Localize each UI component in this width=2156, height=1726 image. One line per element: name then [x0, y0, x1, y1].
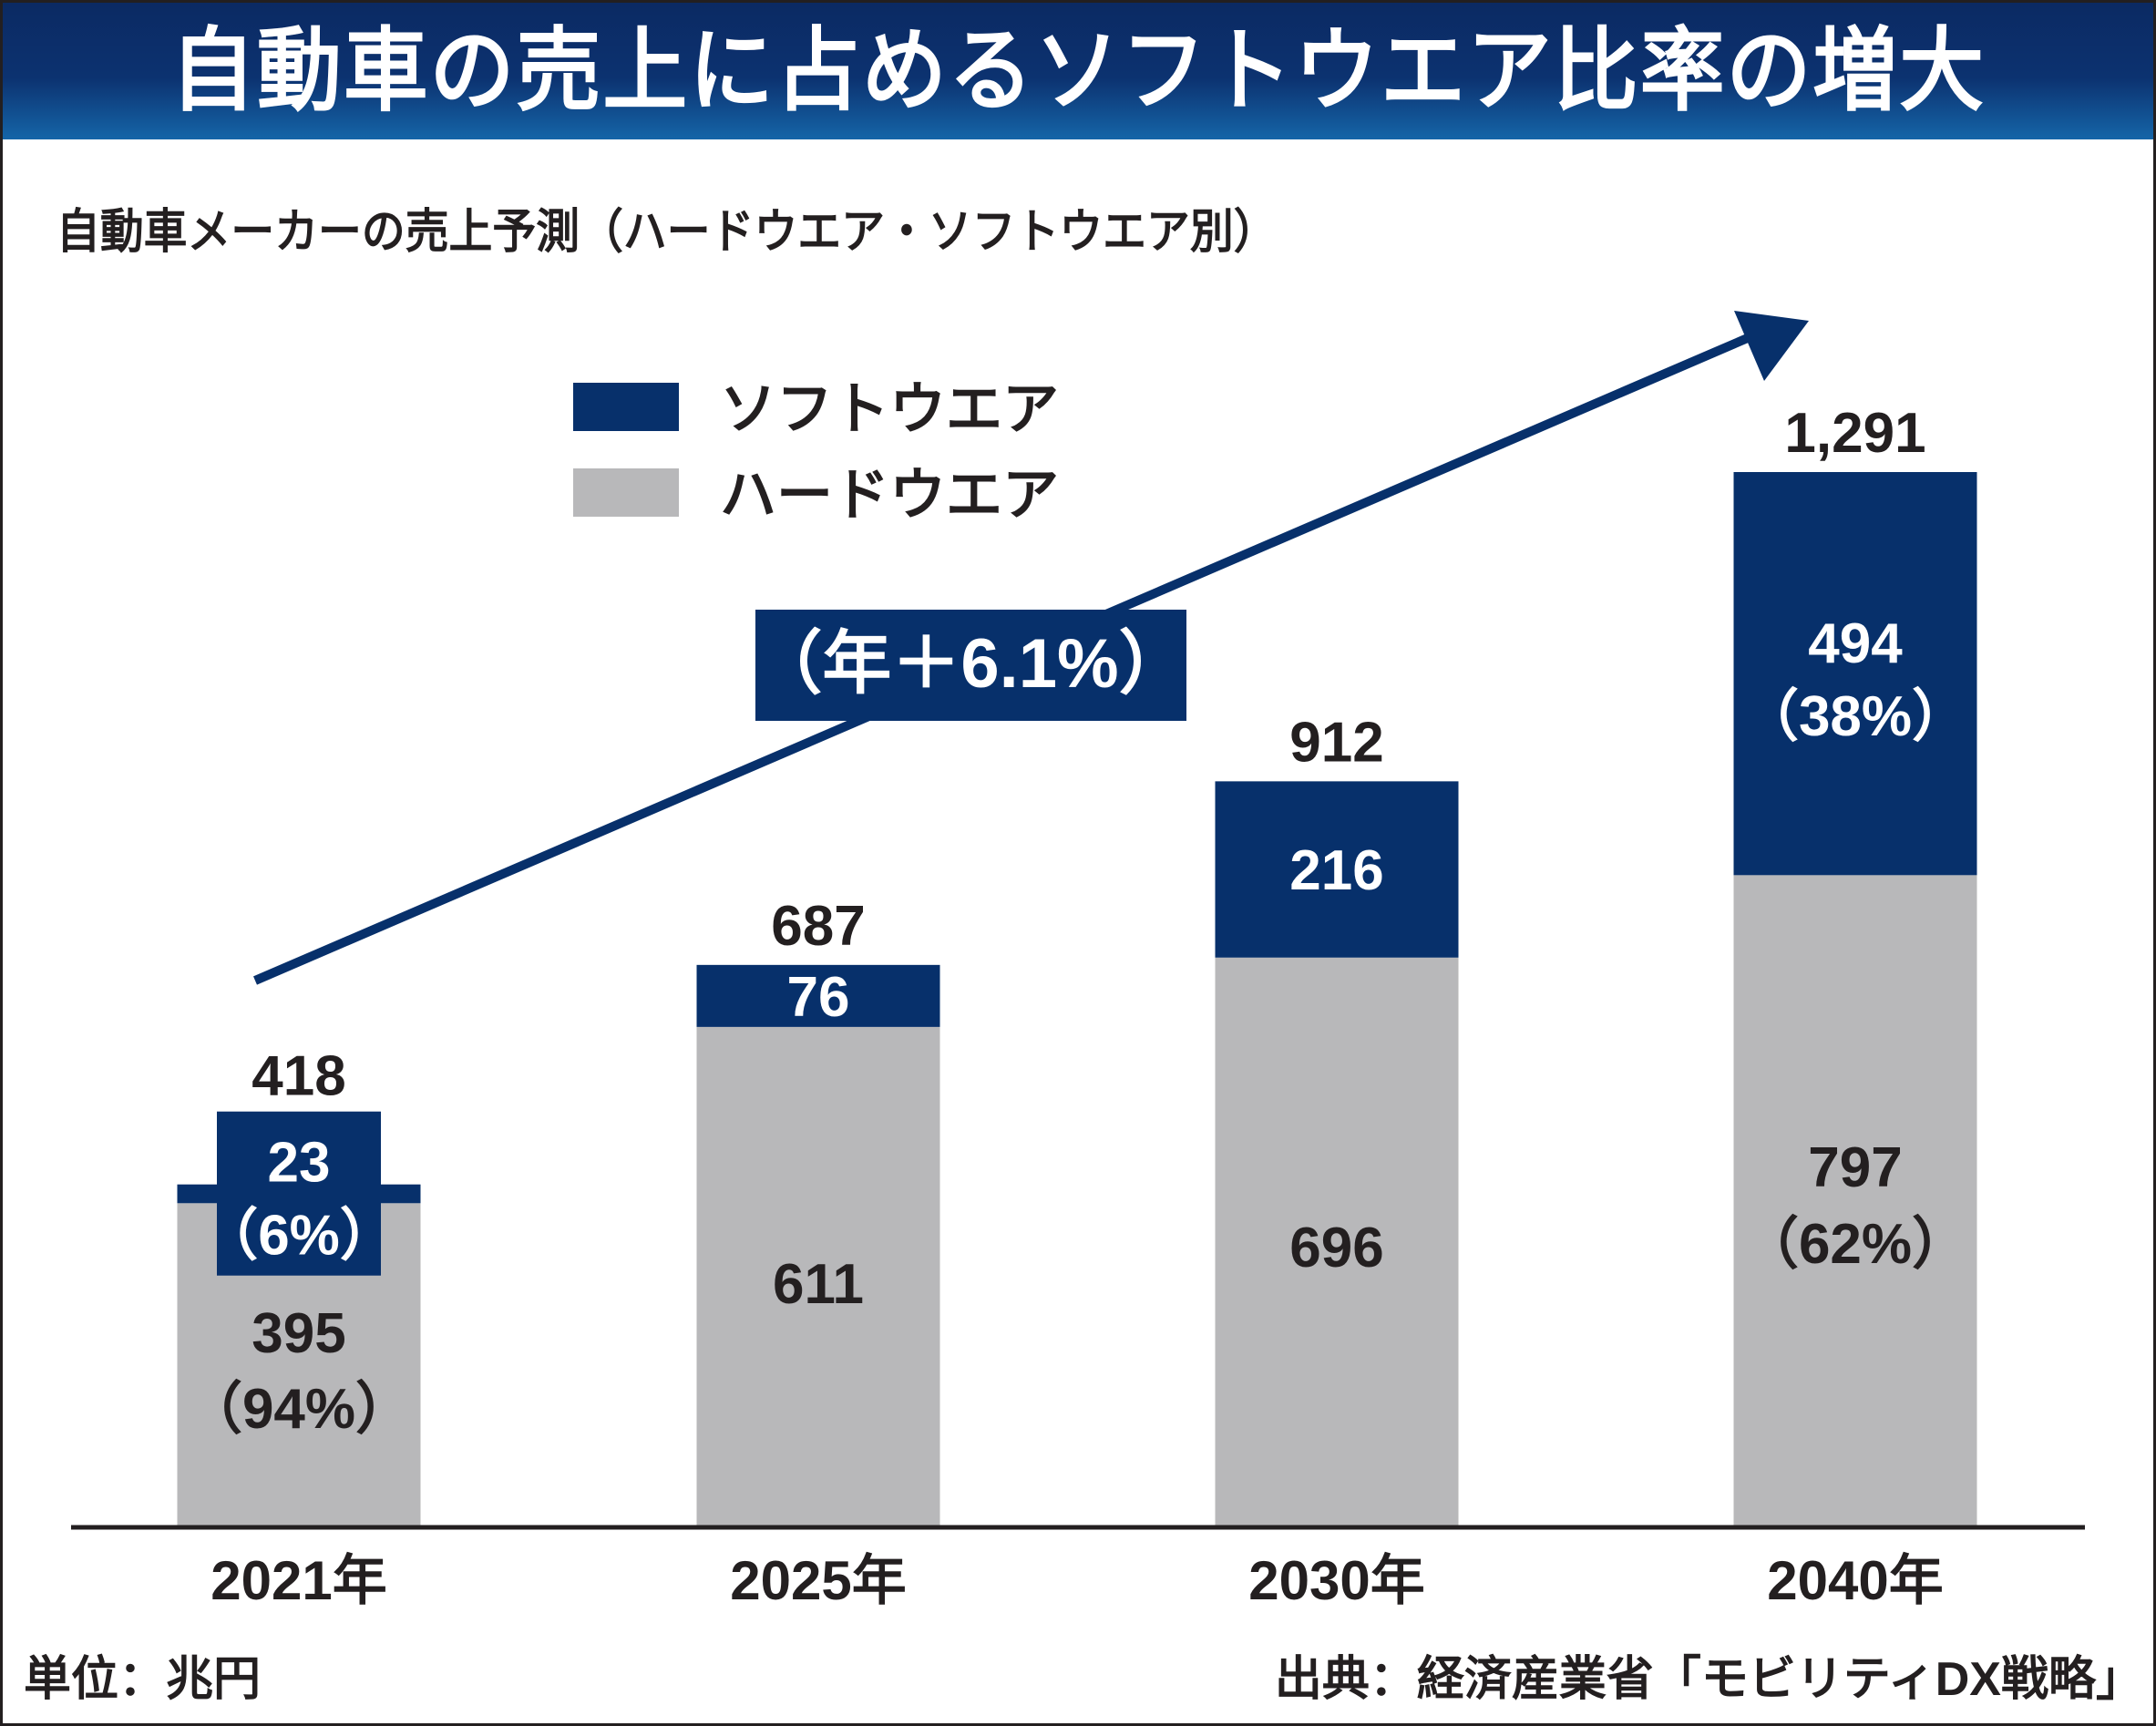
hardware-pct-label: （94%） [186, 1377, 412, 1441]
trend-arrow-head [1734, 311, 1809, 381]
software-pct-label: （38%） [1742, 684, 1968, 748]
bar-software [1733, 472, 1977, 876]
hardware-value-label: 797 [1808, 1136, 1902, 1199]
software-value-label: 216 [1289, 839, 1383, 902]
bar-hardware [696, 1026, 940, 1526]
hardware-pct-label: （62%） [1742, 1212, 1968, 1276]
bar-hardware [1733, 875, 1977, 1526]
chart-subtitle: 自動車メーカーの売上予測（ハードウエア・ソフトウエア別） [56, 206, 1278, 259]
unit-note: 単位：兆円 [24, 1653, 262, 1706]
legend-swatch-software [573, 383, 679, 431]
total-value-label: 687 [771, 895, 865, 958]
bar-software [1215, 781, 1459, 958]
title-bar: 自動車の売上に占めるソフトウエア比率の増大 [3, 3, 2153, 139]
software-value-label: 76 [787, 966, 850, 1029]
growth-annotation-box [755, 610, 1186, 721]
x-tick-label: 2030年 [1248, 1550, 1424, 1611]
legend-label-software: ソフトウエア [720, 378, 1059, 441]
software-pct-label: （6%） [201, 1204, 396, 1268]
legend-swatch-hardware [573, 468, 679, 517]
x-tick-label: 2025年 [730, 1550, 906, 1611]
growth-annotation-text: （年＋6.1%） [753, 625, 1187, 703]
software-callout-box [217, 1111, 381, 1276]
hardware-value-label: 395 [252, 1302, 345, 1365]
x-tick-label: 2040年 [1767, 1550, 1943, 1611]
chart-title: 自動車の売上に占めるソフトウエア比率の増大 [169, 20, 1987, 122]
software-value-label: 494 [1808, 612, 1903, 675]
software-value-label: 23 [268, 1132, 331, 1195]
hardware-value-label: 696 [1289, 1217, 1383, 1279]
x-tick-label: 2021年 [210, 1550, 386, 1611]
total-value-label: 418 [252, 1045, 345, 1108]
hardware-value-label: 611 [773, 1253, 864, 1316]
total-value-label: 912 [1289, 711, 1383, 774]
legend-label-hardware: ハードウエア [720, 464, 1059, 527]
total-value-label: 1,291 [1784, 402, 1925, 465]
source-note: 出典：経済産業省「モビリティDX戦略」 [1274, 1653, 2143, 1706]
bar-software [696, 964, 940, 1027]
bar-hardware [1215, 957, 1459, 1526]
